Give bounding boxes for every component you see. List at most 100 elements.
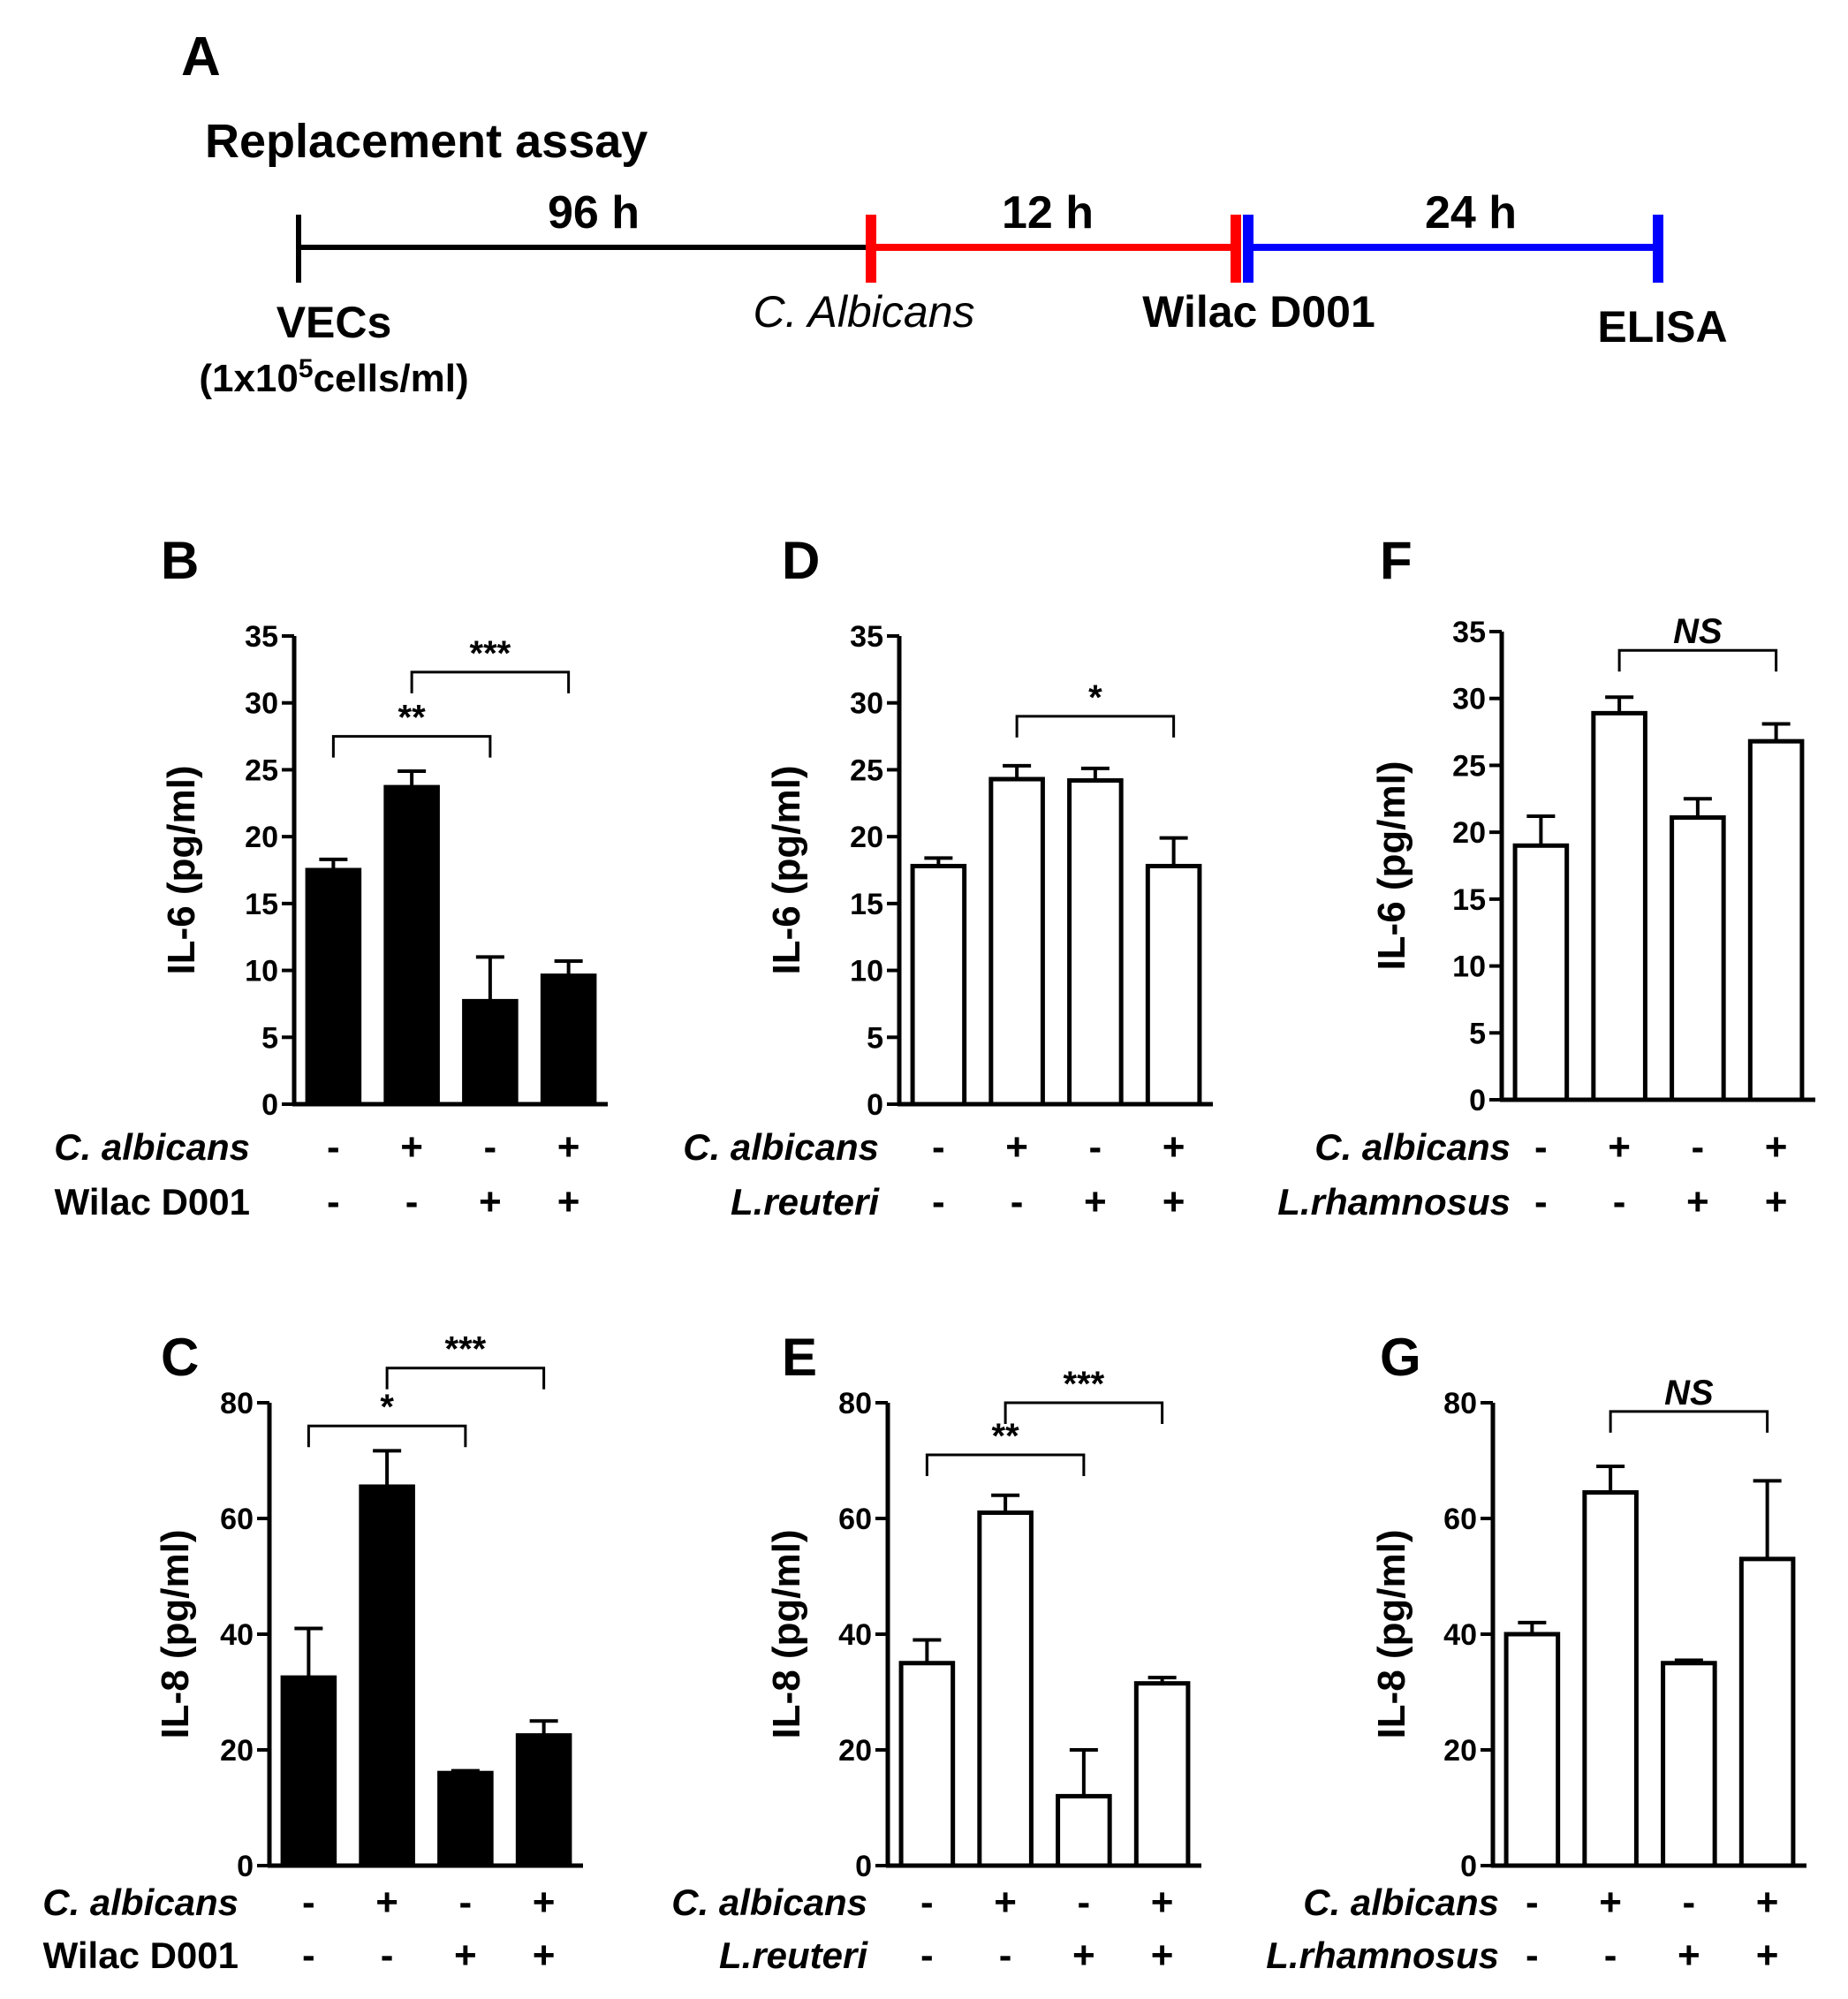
condition-sign: - [1089,1125,1102,1169]
y-tick-label: 0 [261,1088,278,1122]
condition-sign: + [1686,1180,1709,1223]
y-tick-label: 30 [245,687,278,721]
condition-sign: - [302,1934,315,1977]
chart-g: G IL-8 (pg/ml) 0 20 40 60 80 NS C. albicans L.rha… [1266,1328,1806,1977]
bar [1582,1490,1639,1868]
row-label-treatment-1: C. albicans [54,1126,250,1168]
row-label-treatment-2: L.reuteri [731,1181,880,1223]
condition-sign: + [479,1180,502,1223]
label-cell-concentration: (1x105cells/ml) [199,354,468,400]
y-tick-label: 20 [838,1734,872,1768]
bar [383,784,440,1107]
bar [1503,1632,1561,1868]
row-label-treatment-2: L.rhamnosus [1266,1935,1499,1976]
significance-label: NS [1664,1374,1714,1412]
bar [1512,843,1570,1102]
bar [540,973,597,1107]
row-label-treatment-1: C. albicans [1314,1126,1511,1168]
row-label-treatment-1: C. albicans [683,1126,879,1168]
y-axis-label: IL-6 (pg/ml) [765,765,808,974]
duration-24h: 24 h [1425,187,1517,239]
y-tick-label: 35 [245,620,278,654]
y-tick-label: 40 [838,1618,872,1652]
bar [1738,1556,1796,1868]
condition-sign: + [375,1881,398,1924]
condition-sign: - [932,1125,945,1169]
bar [1591,710,1647,1102]
y-tick-label: 15 [245,888,278,921]
y-tick-label: 80 [220,1387,254,1420]
significance-label: * [1088,678,1102,717]
significance-bracket [307,1424,467,1448]
label-calbicans-timeline: C. Albicans [753,287,974,337]
condition-sign: + [1084,1180,1107,1223]
significance-label: NS [1673,612,1723,651]
y-tick-label: 25 [1452,749,1486,783]
bar [437,1770,494,1868]
condition-sign: - [1526,1881,1539,1924]
condition-sign: + [1005,1125,1028,1169]
conc-suffix: cells/ml) [314,357,469,400]
bar [1145,863,1202,1107]
condition-sign: - [302,1881,315,1924]
row-label-treatment-2: Wilac D001 [43,1935,239,1976]
bar [462,998,519,1107]
panel-letter-a: A [181,27,221,87]
significance-bracket [1617,648,1778,672]
y-tick-label: 30 [850,687,883,721]
y-tick-label: 30 [1452,683,1486,716]
bar [1661,1661,1717,1868]
y-tick-label: 40 [220,1618,254,1652]
panel-a-timeline: A Replacement assay 96 h 12 h 24 h VECs … [181,27,1728,400]
significance-bracket [1609,1410,1769,1433]
condition-sign: - [405,1180,419,1223]
y-tick-label: 40 [1443,1618,1477,1652]
y-tick-label: 15 [1452,883,1486,917]
condition-sign: - [484,1125,497,1169]
significance-bracket [410,670,571,693]
significance-label: *** [1064,1365,1105,1404]
bar [1067,778,1124,1107]
y-axis-label: IL-8 (pg/ml) [1370,1529,1413,1738]
bar [359,1484,415,1868]
condition-sign: - [1011,1180,1024,1223]
y-tick-label: 10 [1452,950,1486,984]
condition-sign: + [557,1125,580,1169]
condition-sign: - [1692,1125,1705,1169]
condition-sign: - [932,1180,945,1223]
timeline-title: Replacement assay [205,115,648,168]
condition-sign: + [1151,1881,1174,1924]
chart-f: F IL-6 (pg/ml) 0 5 10 15 20 25 30 35 NS C. albicans… [1277,531,1815,1223]
condition-sign: - [1534,1180,1548,1223]
condition-sign: + [994,1881,1017,1924]
row-label-treatment-1: C. albicans [671,1882,867,1923]
bar [898,1661,956,1868]
significance-label: * [380,1388,394,1427]
y-tick-label: 10 [245,955,278,988]
significance-bracket [1015,715,1176,738]
condition-sign: + [533,1881,556,1924]
y-tick-label: 35 [1452,616,1486,649]
condition-sign: - [1604,1934,1617,1977]
condition-sign: - [327,1125,340,1169]
bar [1133,1681,1191,1868]
y-tick-label: 0 [1469,1084,1486,1117]
bar [1056,1793,1112,1868]
y-tick-label: 20 [245,821,278,854]
significance-label: ** [398,699,427,738]
significance-bracket [1004,1401,1164,1424]
condition-sign: - [1526,1934,1539,1977]
conc-prefix: (1x10 [199,357,299,400]
panel-letter-c: C [161,1328,199,1387]
y-tick-label: 60 [220,1503,254,1536]
condition-sign: + [1072,1934,1095,1977]
condition-sign: - [1613,1180,1626,1223]
significance-label: *** [470,634,511,673]
y-tick-label: 0 [855,1850,872,1883]
conc-superscript: 5 [299,354,314,383]
condition-sign: + [1756,1881,1779,1924]
y-tick-label: 80 [838,1387,872,1420]
condition-sign: + [1163,1125,1185,1169]
bar [515,1733,572,1868]
